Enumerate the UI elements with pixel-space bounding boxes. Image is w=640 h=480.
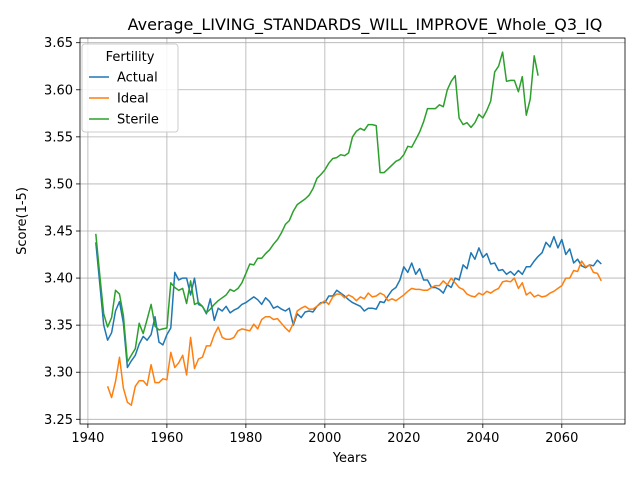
legend-title: Fertility <box>106 50 155 65</box>
series-line-ideal <box>106 260 602 406</box>
y-axis-ticks: 3.25 3.30 3.35 3.40 3.45 3.50 3.55 3.60 3.65 <box>44 36 80 428</box>
x-tick-label: 1960 <box>150 431 183 446</box>
legend-label-actual: Actual <box>117 71 158 86</box>
y-tick-label: 3.50 <box>44 177 73 192</box>
x-tick-label: 2000 <box>308 431 341 446</box>
legend-label-sterile: Sterile <box>117 113 159 128</box>
y-tick-label: 3.25 <box>44 413 73 428</box>
grid <box>80 38 625 424</box>
x-tick-label: 1940 <box>71 431 104 446</box>
y-tick-label: 3.60 <box>44 83 73 98</box>
legend-label-ideal: Ideal <box>117 92 149 107</box>
legend: Fertility Actual Ideal Sterile <box>81 43 179 133</box>
x-tick-label: 1980 <box>229 431 262 446</box>
series-layer <box>95 51 602 406</box>
x-tick-label: 2020 <box>387 431 420 446</box>
x-tick-label: 2060 <box>545 431 578 446</box>
x-axis-label: Years <box>332 451 368 466</box>
series-line-actual <box>95 235 602 369</box>
y-tick-label: 3.40 <box>44 272 73 287</box>
y-tick-label: 3.35 <box>44 319 73 334</box>
y-tick-label: 3.55 <box>44 130 73 145</box>
series-line-sterile <box>95 51 539 363</box>
y-tick-label: 3.30 <box>44 366 73 381</box>
chart-title: Average_LIVING_STANDARDS_WILL_IMPROVE_Wh… <box>128 15 603 35</box>
x-tick-label: 2040 <box>466 431 499 446</box>
y-tick-label: 3.45 <box>44 225 73 240</box>
legend-frame <box>81 43 179 133</box>
x-axis-ticks: 1940 1960 1980 2000 2020 2040 2060 <box>71 424 578 446</box>
y-tick-label: 3.65 <box>44 36 73 51</box>
y-axis-label: Score(1-5) <box>15 187 30 255</box>
legend-items: Actual Ideal Sterile <box>89 71 159 128</box>
